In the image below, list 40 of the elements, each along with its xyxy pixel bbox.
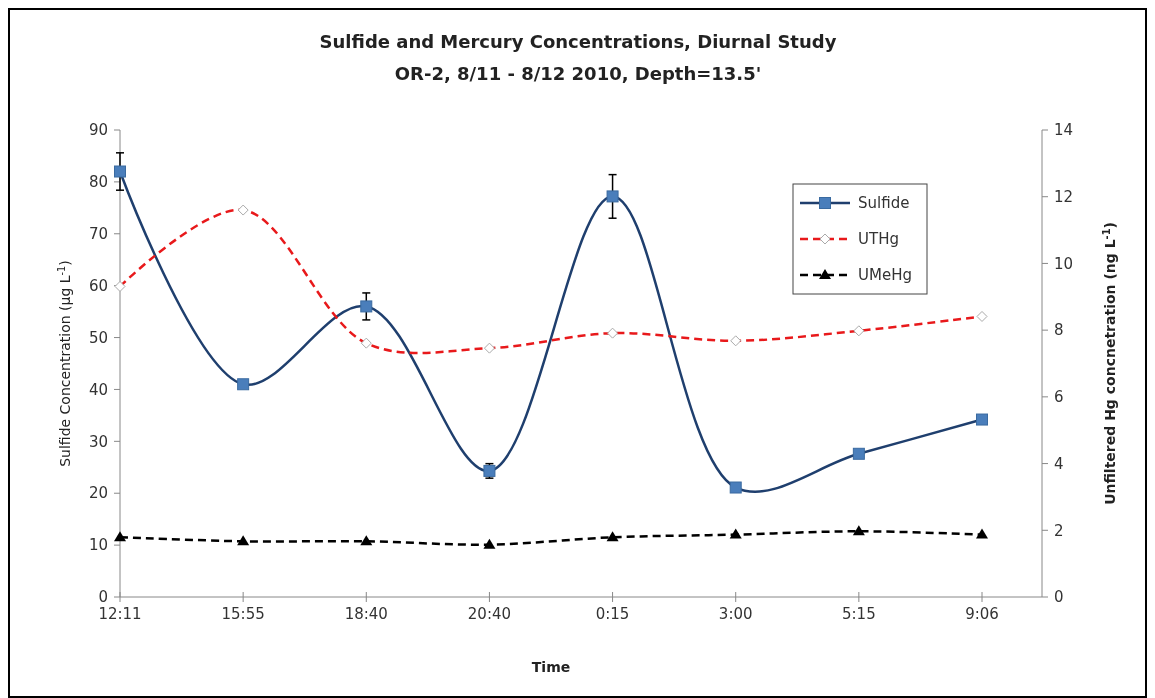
point	[606, 531, 619, 542]
point	[360, 535, 373, 546]
x-tick-label: 9:06	[965, 605, 999, 623]
y2-tick-label: 2	[1054, 521, 1064, 540]
point	[852, 525, 865, 536]
x-tick-label: 15:55	[221, 605, 265, 623]
x-tick-label: 18:40	[344, 605, 388, 623]
point	[114, 531, 126, 542]
y-tick-label: 80	[88, 173, 108, 192]
y-tick-label: 10	[88, 536, 108, 555]
x-tick-label: 12:11	[98, 605, 142, 623]
point	[237, 535, 250, 546]
chart-title: Sulfide and Mercury Concentrations, Diurnal Study	[319, 31, 837, 52]
x-axis-title: Time	[531, 659, 571, 675]
point	[483, 538, 496, 549]
y2-tick-label: 8	[1054, 321, 1064, 340]
y-tick-label: 40	[88, 380, 108, 399]
x-tick-label: 5:15	[842, 605, 876, 623]
point	[729, 528, 742, 539]
y-tick-label: 30	[88, 432, 108, 451]
legend-label: UMeHg	[858, 266, 912, 285]
chart-subtitle: OR-2, 8/11 - 8/12 2010, Depth=13.5'	[394, 63, 762, 84]
legend-label: UTHg	[858, 230, 899, 249]
point	[976, 528, 988, 539]
y2-tick-label: 14	[1054, 121, 1074, 140]
y2-tick-label: 4	[1054, 454, 1064, 473]
x-tick-label: 20:40	[467, 605, 512, 623]
y-tick-label: 50	[88, 328, 108, 347]
legend-label: Sulfide	[858, 194, 910, 213]
x-tick-label: 3:00	[718, 605, 753, 623]
y-tick-label: 90	[88, 121, 108, 140]
y2-tick-label: 12	[1054, 187, 1074, 206]
y2-tick-label: 0	[1054, 588, 1064, 607]
y-tick-label: 60	[88, 276, 108, 295]
y2-tick-label: 10	[1054, 254, 1074, 273]
x-tick-label: 0:15	[595, 605, 630, 623]
y-tick-label: 20	[88, 484, 108, 503]
y-tick-label: 0	[98, 588, 108, 607]
y2-tick-label: 6	[1054, 388, 1064, 407]
y-tick-label: 70	[88, 225, 108, 244]
